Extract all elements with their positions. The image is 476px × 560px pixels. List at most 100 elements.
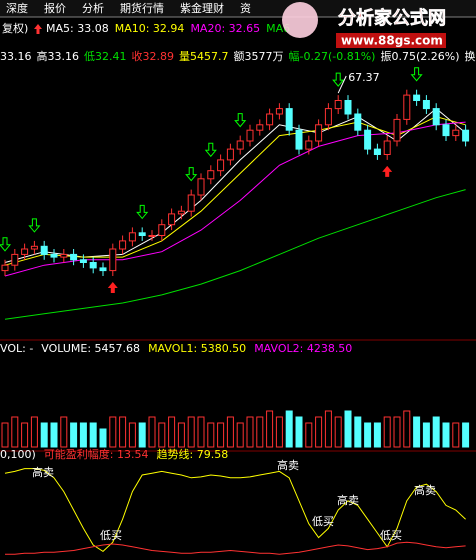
signal-annotation: 高卖 <box>337 493 359 507</box>
candle-body <box>177 210 185 215</box>
peak-marker <box>337 75 347 94</box>
volume-bar <box>246 416 254 448</box>
candle-body <box>354 113 362 131</box>
menu-bar <box>0 0 476 17</box>
candle-body <box>324 108 332 126</box>
quote-field: 收32.89 <box>132 49 175 63</box>
volume-bar <box>168 416 176 448</box>
sell-signal-arrow <box>136 204 149 220</box>
signal-annotation: 高卖 <box>414 483 436 497</box>
signal-annotation: 低买 <box>312 515 334 528</box>
candle-body <box>60 253 68 258</box>
volume-bar <box>207 422 215 448</box>
candle-body <box>364 129 372 150</box>
volume-bar <box>275 416 283 448</box>
quote-field: 高33.16 <box>37 49 80 63</box>
logo-title: 分析家公式网 <box>338 7 446 29</box>
candle-body <box>207 170 215 180</box>
candle-body <box>334 100 342 110</box>
menu-item[interactable]: 资 <box>240 2 251 15</box>
volume-bar <box>197 416 205 448</box>
volume-label: VOL: - <box>0 342 33 355</box>
quote-field: 额3577万 <box>234 50 284 63</box>
logo-url-bg <box>336 33 446 48</box>
volume-bar <box>128 422 136 448</box>
menu-item[interactable]: 分析 <box>82 1 104 15</box>
indicator-line <box>5 541 466 555</box>
volume-bar <box>89 422 97 448</box>
candle-body <box>256 124 264 131</box>
signal-annotation: 高卖 <box>277 458 299 472</box>
series-legend: MA10: 32.94 <box>115 22 185 35</box>
candle-body <box>79 259 87 263</box>
volume-bar <box>138 422 146 448</box>
candle-body <box>305 140 313 150</box>
candle-body <box>1 264 9 272</box>
volume-bar <box>393 416 401 448</box>
candle-body <box>217 159 225 172</box>
volume-bar <box>324 410 332 448</box>
volume-bar <box>1 422 9 448</box>
volume-bar <box>373 422 381 448</box>
volume-bar <box>383 416 391 448</box>
candle-body <box>462 129 470 142</box>
candle-body <box>383 140 391 155</box>
volume-bar <box>452 422 460 448</box>
volume-bar <box>148 416 156 448</box>
indicator-label: 0,100) <box>0 448 36 461</box>
candle-body <box>89 262 97 269</box>
volume-bar <box>422 422 430 448</box>
candle-body <box>226 148 234 161</box>
volume-bar <box>315 416 323 448</box>
logo-icon <box>282 2 318 38</box>
buy-signal-arrow <box>382 165 393 177</box>
volume-bar <box>158 422 166 448</box>
menu-item[interactable]: 紫金理财 <box>180 1 224 15</box>
sell-signal-arrow <box>410 67 423 82</box>
candle-body <box>109 248 117 272</box>
candle-body <box>50 253 58 258</box>
menu-item[interactable]: 深度 <box>6 1 28 15</box>
volume-bar <box>403 410 411 448</box>
candle-body <box>40 245 48 255</box>
volume-bar <box>442 422 450 448</box>
candle-body <box>315 124 323 142</box>
volume-bar <box>60 416 68 448</box>
signal-annotation: 低买 <box>380 529 402 542</box>
candle-body <box>119 240 127 250</box>
volume-bar <box>236 422 244 448</box>
volume-bar <box>462 422 470 448</box>
volume-bar <box>295 416 303 448</box>
candle-body <box>11 253 19 266</box>
quote-field: 33.16 <box>0 50 32 63</box>
volume-label: MAVOL1: 5380.50 <box>148 342 246 355</box>
quote-field: 量5457.7 <box>179 50 229 63</box>
moving-average-line <box>4 189 466 320</box>
buy-signal-arrow <box>107 282 118 293</box>
volume-bar <box>334 416 342 448</box>
volume-bar <box>99 428 107 448</box>
quote-field: 振0.75(2.26%) <box>380 49 459 63</box>
candle-body <box>148 235 156 237</box>
volume-bar <box>177 422 185 448</box>
logo: 分析家公式网 www.88gs.com <box>282 2 446 48</box>
candle-body <box>236 140 244 150</box>
volume-bar <box>70 422 78 448</box>
candle-body <box>21 248 29 255</box>
series-legend: MA20: 32.65 <box>190 22 260 35</box>
volume-bar <box>413 416 421 448</box>
volume-bar <box>344 410 352 448</box>
volume-bar <box>109 416 117 448</box>
volume-bar <box>217 422 225 448</box>
indicator-label: 趋势线: 79.58 <box>157 447 229 461</box>
menu-item[interactable]: 期货行情 <box>120 1 164 15</box>
candle-body <box>168 213 176 226</box>
volume-label: MAVOL2: 4238.50 <box>254 342 352 355</box>
sell-signal-arrow <box>0 237 12 252</box>
logo-url: www.88gs.com <box>341 34 443 48</box>
indicator-label: 可能盈利幅度: 13.54 <box>44 447 149 461</box>
volume-bar <box>432 416 440 448</box>
candle-body <box>197 178 205 196</box>
menu-item[interactable]: 报价 <box>44 1 66 15</box>
quote-field: 低32.41 <box>84 50 127 63</box>
